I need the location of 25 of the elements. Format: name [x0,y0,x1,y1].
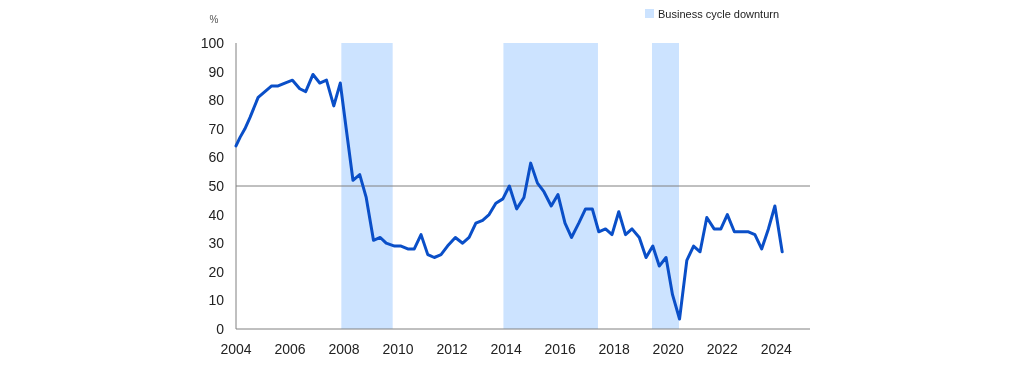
x-tick-label: 2016 [544,341,576,357]
y-tick-label: 100 [200,34,225,51]
x-tick-label: 2018 [598,341,630,357]
x-tick-label: 2006 [274,341,306,357]
line-series [234,72,784,321]
y-axis-title: % [209,14,219,25]
y-tick-label: 10 [208,292,225,309]
y-tick-label: 20 [208,263,225,280]
x-tick-label: 2012 [436,341,468,357]
x-tick-label: 2004 [220,341,252,357]
x-tick-label: 2008 [328,341,360,357]
y-tick-label: 0 [216,320,225,337]
y-tick-label: 50 [208,177,225,194]
x-tick-label: 2020 [652,341,684,357]
y-tick-label: 80 [208,92,225,109]
y-tick-label: 30 [208,235,225,252]
legend-label: Business cycle downturn [658,8,780,20]
y-tick-label: 90 [208,63,225,80]
y-tick-label: 60 [208,149,225,166]
x-tick-label: 2010 [382,341,414,357]
x-tick-label: 2014 [490,341,522,357]
x-tick-label: 2022 [706,341,738,357]
y-tick-label: 40 [208,206,225,223]
x-tick-label: 2024 [760,341,793,357]
y-tick-label: 70 [208,120,225,137]
